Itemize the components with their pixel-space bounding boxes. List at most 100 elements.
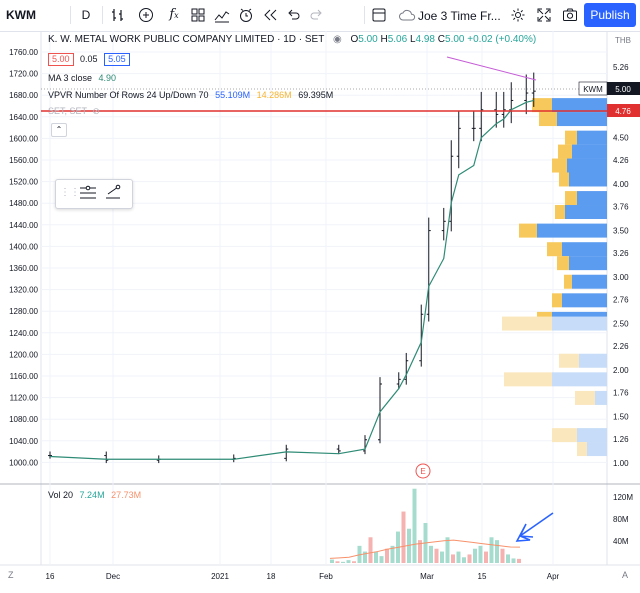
snapshot-icon[interactable]: [558, 4, 582, 26]
collapse-legend-button[interactable]: ⌃: [51, 123, 67, 137]
trend-line-drawing[interactable]: [446, 56, 537, 81]
line-style-icon[interactable]: [78, 184, 98, 207]
volume-label[interactable]: Vol 20: [48, 490, 74, 500]
left-axis-tick-label: 1400.00: [9, 242, 38, 251]
volume-profile-down-bar: [565, 191, 577, 206]
time-axis-tick-label: Dec: [106, 572, 120, 581]
volume-profile-down-bar: [532, 98, 552, 113]
settings-icon[interactable]: [506, 4, 530, 26]
vpvr-down: 14.286M: [256, 90, 292, 100]
volume-bar: [473, 548, 477, 563]
fullscreen-icon[interactable]: [532, 4, 556, 26]
volume-bar: [429, 545, 433, 563]
right-axis-tick-label: 3.26: [613, 249, 629, 258]
redo-icon[interactable]: [304, 4, 328, 26]
ma-label[interactable]: MA 3 close: [48, 73, 93, 83]
drag-handle-icon[interactable]: ⋮⋮: [60, 187, 80, 198]
chart-area[interactable]: 1760.00 1720.00 1680.00 1640.00 1600.00 1560.…: [0, 31, 640, 588]
left-axis-tick-label: 1080.00: [9, 415, 38, 424]
symbol-search[interactable]: KWM: [6, 8, 36, 22]
time-axis[interactable]: 16 Dec 2021 18 Feb Mar 15 Apr: [46, 572, 560, 581]
chart-title[interactable]: K. W. METAL WORK PUBLIC COMPANY LIMITED …: [48, 34, 325, 45]
bid-box[interactable]: 5.00: [48, 53, 74, 66]
publish-button[interactable]: Publish: [584, 3, 636, 27]
volume-axis-tick-label: 120M: [613, 493, 633, 502]
floating-drawing-toolbar[interactable]: ⋮⋮: [55, 179, 133, 209]
layout-icon[interactable]: [367, 4, 391, 26]
vpvr-legend-row: VPVR Number Of Rows 24 Up/Down 70 55.109…: [48, 90, 333, 100]
volume-bar: [478, 545, 483, 563]
ask-box[interactable]: 5.05: [104, 53, 130, 66]
auto-scale-button[interactable]: A: [622, 570, 628, 580]
set-label[interactable]: SET, SET: [48, 106, 87, 116]
volume-legend-row: Vol 20 7.24M 27.73M: [48, 490, 141, 500]
toolbar-divider: [102, 6, 103, 24]
right-axis-tick-label: 2.50: [613, 320, 629, 329]
left-axis-tick-label: 1640.00: [9, 113, 38, 122]
volume-ma-value: 27.73M: [111, 490, 142, 500]
right-price-axis[interactable]: 5.26 4.50 4.26 4.00 3.76 3.50 3.26 3.00 2.76 2.50…: [613, 63, 629, 468]
volume-bar: [484, 551, 488, 563]
vpvr-label[interactable]: VPVR Number Of Rows 24 Up/Down 70: [48, 90, 209, 100]
volume-bar: [412, 488, 417, 563]
set-legend-row: SET, SET ⊘: [48, 106, 100, 117]
volume-profile-up-bar: [557, 112, 607, 127]
right-axis-tick-label: 1.00: [613, 459, 629, 468]
compare-icon[interactable]: [210, 4, 234, 26]
add-symbol-icon[interactable]: [134, 4, 158, 26]
volume-profile-up-bar: [577, 130, 607, 145]
volume-profile-down-bar: [547, 242, 562, 257]
volume-profile-down-bar: [575, 390, 595, 405]
undo-icon[interactable]: [282, 4, 306, 26]
left-axis-tick-label: 1440.00: [9, 221, 38, 230]
earnings-marker-icon[interactable]: [415, 463, 431, 479]
price-chart[interactable]: 1760.00 1720.00 1680.00 1640.00 1600.00 1560.…: [0, 31, 640, 588]
left-axis-tick-label: 1720.00: [9, 70, 38, 79]
volume-profile-down-bar: [502, 316, 552, 331]
left-axis-tick-label: 1200.00: [9, 350, 38, 359]
eye-icon[interactable]: ◉: [332, 34, 342, 45]
left-axis-tick-label: 1120.00: [10, 394, 39, 403]
volume-value: 7.24M: [79, 490, 105, 500]
interval-button[interactable]: D: [81, 8, 91, 22]
bar-style-icon[interactable]: [106, 4, 130, 26]
templates-icon[interactable]: [186, 4, 210, 26]
zoom-reset-button[interactable]: Z: [8, 570, 14, 580]
vpvr-up: 55.109M: [215, 90, 251, 100]
replay-icon[interactable]: [258, 4, 282, 26]
volume-bar: [401, 511, 406, 563]
annotation-arrow[interactable]: [515, 512, 554, 542]
volume-bar: [462, 557, 466, 563]
right-axis-tick-label: 3.50: [613, 227, 629, 236]
volume-axis-tick-label: 40M: [613, 537, 629, 546]
ma-legend-row: MA 3 close 4.90: [48, 73, 116, 83]
indicators-icon[interactable]: fx: [169, 7, 179, 22]
layout-name: Joe 3 Time Fr...: [418, 9, 501, 23]
volume-profile-up-bar: [567, 158, 607, 173]
time-axis-tick-label: 15: [478, 572, 487, 581]
volume-bar: [445, 537, 450, 563]
right-axis-tick-label: 3.00: [613, 273, 629, 282]
volume-profile-down-bar: [555, 205, 565, 220]
left-axis-tick-label: 1760.00: [9, 48, 38, 57]
volume-bar: [374, 551, 378, 563]
left-price-axis[interactable]: 1760.00 1720.00 1680.00 1640.00 1600.00 1560.…: [9, 48, 38, 467]
left-axis-tick-label: 1240.00: [9, 329, 38, 338]
time-axis-tick-label: 16: [46, 572, 55, 581]
volume-bar: [440, 551, 444, 563]
trendline-tool-icon[interactable]: [104, 184, 124, 207]
time-axis-tick-label: 18: [267, 572, 276, 581]
volume-profile-up-bar: [552, 98, 607, 113]
layout-selector[interactable]: Joe 3 Time Fr...: [397, 4, 511, 28]
volume-bar: [379, 556, 384, 563]
right-axis-tick-label: 2.00: [613, 366, 629, 375]
ma-line: [49, 99, 534, 460]
alert-icon[interactable]: [234, 4, 258, 26]
hidden-eye-icon[interactable]: ⊘: [92, 106, 100, 116]
left-axis-tick-label: 1560.00: [9, 156, 38, 165]
volume-profile-down-bar: [552, 428, 577, 443]
volume-profile-up-bar: [537, 223, 607, 238]
right-axis-tick-label: 1.50: [613, 413, 629, 422]
volume-profile-up-bar: [562, 242, 607, 257]
time-axis-tick-label: Feb: [319, 572, 333, 581]
